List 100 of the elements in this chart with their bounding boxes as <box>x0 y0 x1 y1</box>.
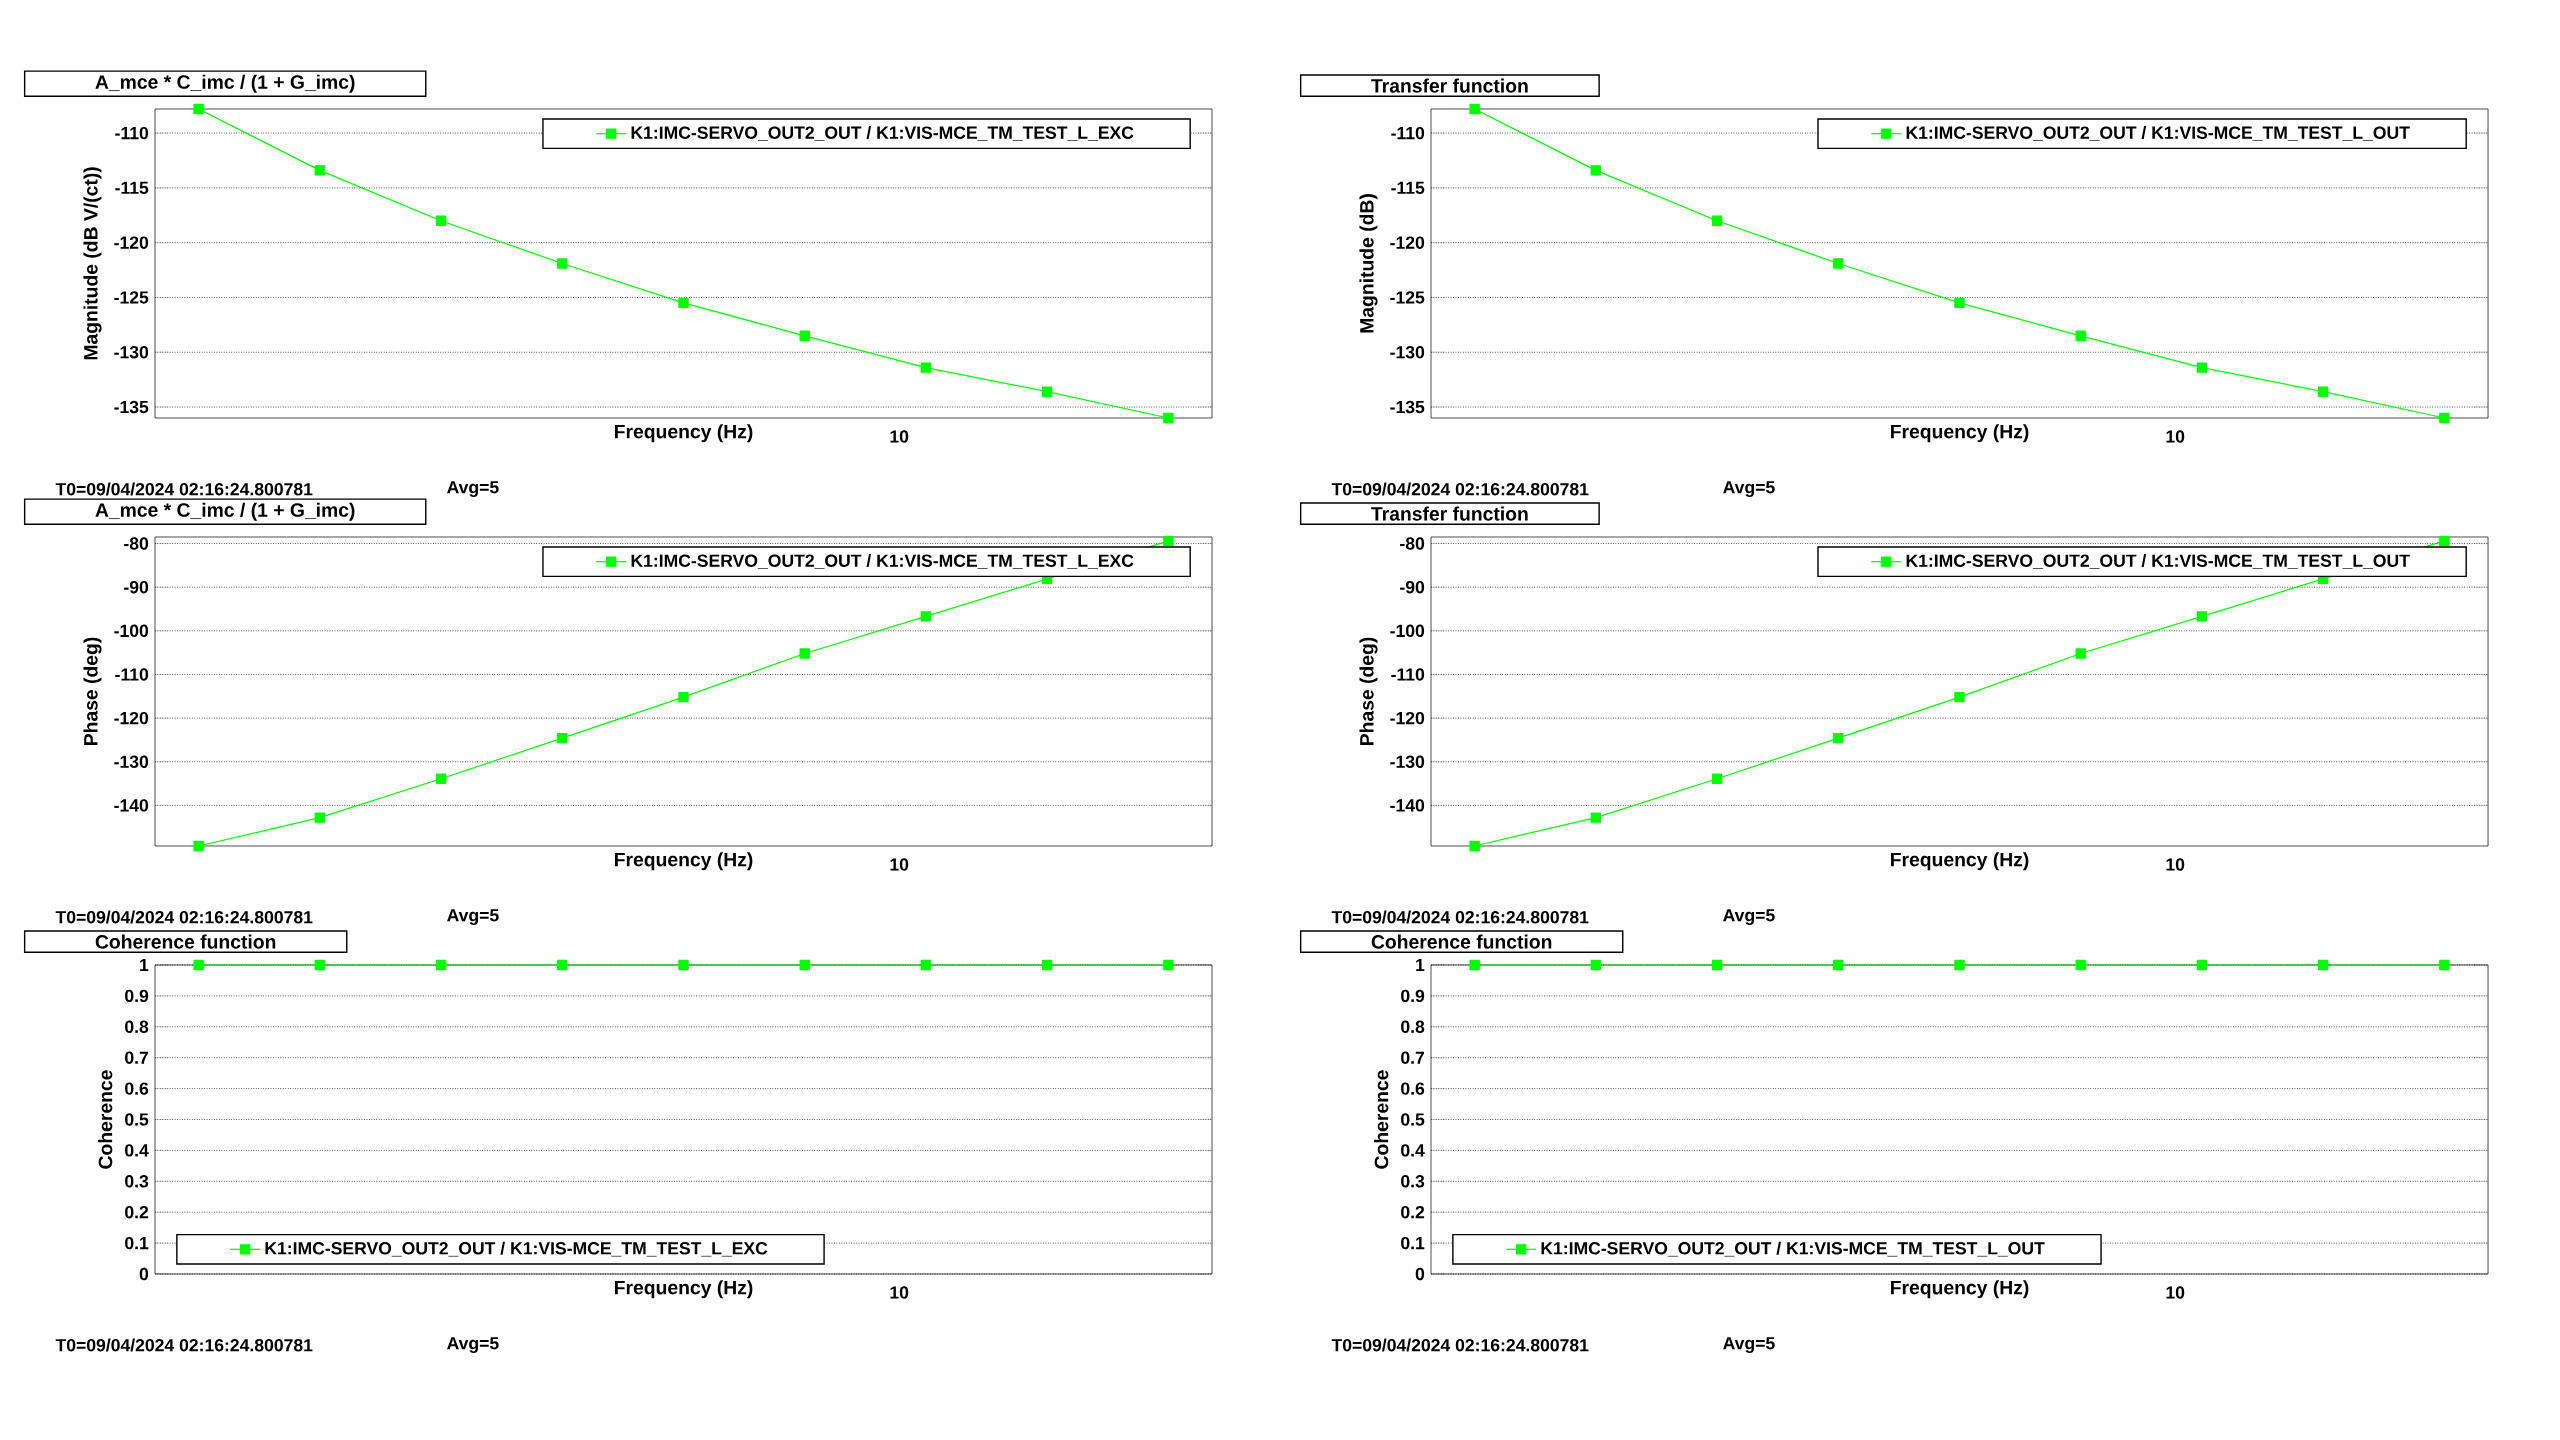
point <box>799 648 810 659</box>
chart-title: Transfer function <box>1371 78 1528 93</box>
x-axis-title: Frequency (Hz) <box>615 852 753 871</box>
y-tick-label: 0.4 <box>1401 1144 1425 1157</box>
legend-label: K1:IMC-SERVO_OUT2_OUT / K1:VIS-MCE_TM_TEST_L_EXC <box>631 553 1134 569</box>
text: 10 <box>2166 858 2185 871</box>
point <box>193 103 204 115</box>
y-axis-title: Coherence <box>98 1070 113 1169</box>
text: Avg=5 <box>447 481 499 497</box>
y-axis-title: Magnitude (dB V/(ct)) <box>83 167 102 360</box>
y-tick-label: -120 <box>1390 711 1425 725</box>
y-axis-title: Coherence <box>1374 1070 1389 1169</box>
point <box>314 812 326 823</box>
y-tick-label: 0.8 <box>1401 1020 1425 1034</box>
text: Avg=5 <box>1723 1337 1775 1353</box>
y-tick-label: -90 <box>1400 580 1425 594</box>
text: T0=09/04/2024 02:16:24.800781 <box>1331 1338 1589 1352</box>
y-tick-label: -140 <box>1390 799 1425 812</box>
point <box>435 773 447 784</box>
x-axis-title: Frequency (Hz) <box>1891 852 2029 871</box>
point <box>2196 611 2208 622</box>
text: 10 <box>2166 430 2185 443</box>
y-tick-label: -100 <box>1390 624 1425 638</box>
point <box>1954 297 1965 309</box>
y-tick-label: -120 <box>114 711 149 725</box>
y-tick-label: -125 <box>1390 291 1425 304</box>
y-tick-label: -130 <box>1390 755 1425 768</box>
text: 10 <box>890 1286 909 1299</box>
y-tick-label: -135 <box>1390 400 1425 414</box>
y-tick-label: 0.2 <box>1401 1205 1425 1219</box>
y-tick-label: -110 <box>115 126 149 140</box>
y-tick-label: 0 <box>1415 1267 1425 1281</box>
y-axis-title: Magnitude (dB) <box>1359 194 1378 333</box>
y-tick-label: -120 <box>114 236 149 249</box>
legend-label: K1:IMC-SERVO_OUT2_OUT / K1:VIS-MCE_TM_TEST_L_OUT <box>1906 125 2410 141</box>
point <box>678 691 689 703</box>
text: T0=09/04/2024 02:16:24.800781 <box>55 1338 313 1352</box>
y-tick-label: -140 <box>114 799 149 812</box>
point <box>435 215 447 226</box>
y-tick-label: 0.1 <box>125 1236 149 1250</box>
point <box>2317 386 2329 397</box>
chart-title: A_mce * C_imc / (1 + G_imc) <box>95 502 355 521</box>
x-axis-title: Frequency (Hz) <box>615 424 753 443</box>
y-tick-label: -120 <box>1390 236 1425 249</box>
x-axis-title: Frequency (Hz) <box>1891 424 2029 443</box>
y-tick-label: 0.7 <box>1401 1051 1425 1064</box>
point <box>799 330 810 341</box>
y-tick-label: -80 <box>124 537 149 550</box>
y-tick-label: -110 <box>115 668 149 681</box>
text: 10 <box>890 858 909 871</box>
point <box>2439 412 2450 424</box>
text: 10 <box>890 430 909 443</box>
y-tick-label: 0.6 <box>125 1082 149 1095</box>
text: Avg=5 <box>447 909 499 925</box>
y-tick-label: 0.5 <box>125 1113 149 1126</box>
point <box>557 258 568 269</box>
y-tick-label: 0.4 <box>125 1144 149 1157</box>
chart-title: A_mce * C_imc / (1 + G_imc) <box>95 74 355 93</box>
point <box>920 611 932 622</box>
text: Avg=5 <box>1723 909 1775 925</box>
point <box>1590 165 1602 176</box>
y-tick-label: -130 <box>114 346 149 359</box>
y-tick-label: 0.5 <box>1401 1113 1425 1126</box>
text: T0=09/04/2024 02:16:24.800781 <box>55 482 313 496</box>
point <box>2196 362 2208 373</box>
y-tick-label: 0.2 <box>125 1205 149 1219</box>
legend-label: K1:IMC-SERVO_OUT2_OUT / K1:VIS-MCE_TM_TEST_L_EXC <box>265 1241 768 1257</box>
text: T0=09/04/2024 02:16:24.800781 <box>1331 910 1589 924</box>
text: Avg=5 <box>447 1337 499 1353</box>
point <box>193 840 204 852</box>
chart-title: Transfer function <box>1371 506 1528 521</box>
point <box>1469 840 1480 852</box>
y-axis-title: Phase (deg) <box>1359 637 1378 745</box>
y-axis-title: Phase (deg) <box>83 637 102 745</box>
y-tick-label: 0.6 <box>1401 1082 1425 1095</box>
x-axis-title: Frequency (Hz) <box>1891 1280 2029 1299</box>
text: T0=09/04/2024 02:16:24.800781 <box>1331 482 1589 496</box>
y-tick-label: -100 <box>114 624 149 638</box>
y-tick-label: 0 <box>139 1267 149 1281</box>
chart-title: Coherence function <box>1371 934 1552 949</box>
y-tick-label: -80 <box>1400 537 1425 550</box>
legend-label: K1:IMC-SERVO_OUT2_OUT / K1:VIS-MCE_TM_TEST_L_OUT <box>1906 553 2410 569</box>
y-tick-label: -115 <box>1391 181 1425 195</box>
point <box>2075 330 2086 341</box>
y-tick-label: 0.1 <box>1401 1236 1425 1250</box>
y-tick-label: -110 <box>1391 668 1425 681</box>
y-tick-label: 0.3 <box>125 1175 149 1188</box>
y-tick-label: 0.3 <box>1401 1175 1425 1188</box>
point <box>2075 648 2086 659</box>
y-tick-label: -115 <box>115 181 149 195</box>
y-tick-label: 0.7 <box>125 1051 149 1064</box>
point <box>314 165 326 176</box>
y-tick-label: -125 <box>114 291 149 304</box>
point <box>1163 535 1174 547</box>
text: 10 <box>2166 1286 2185 1299</box>
y-tick-label: -135 <box>114 400 149 414</box>
point <box>2439 535 2450 547</box>
legend-label: K1:IMC-SERVO_OUT2_OUT / K1:VIS-MCE_TM_TEST_L_EXC <box>631 125 1134 141</box>
y-tick-label: 1 <box>1416 958 1425 972</box>
legend-label: K1:IMC-SERVO_OUT2_OUT / K1:VIS-MCE_TM_TEST_L_OUT <box>1541 1241 2045 1257</box>
